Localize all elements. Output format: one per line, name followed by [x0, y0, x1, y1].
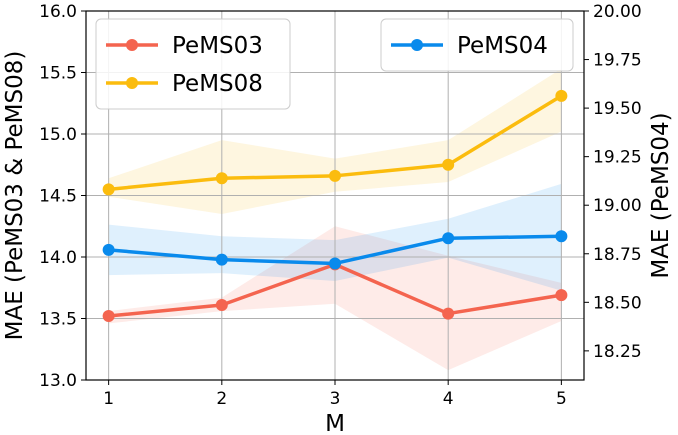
- point-pems08: [329, 169, 341, 182]
- legend-box-right: [380, 18, 574, 72]
- point-pems04: [102, 243, 115, 256]
- x-tick-label: 3: [330, 389, 341, 409]
- y-right-axis-title: MAE (PeMS04): [648, 112, 674, 278]
- series-lines: [102, 89, 568, 323]
- point-pems04: [329, 257, 341, 270]
- y-left-tick-label: 16.0: [39, 2, 77, 22]
- point-pems04: [215, 253, 228, 266]
- point-pems03: [555, 289, 568, 302]
- legend-marker-pems04: [411, 39, 423, 51]
- legend-marker-pems03: [126, 39, 138, 51]
- y-right-tick-label: 20.00: [593, 2, 642, 22]
- y-right-tick-label: 18.25: [593, 342, 642, 362]
- legend-label-pems08: PeMS08: [172, 71, 263, 97]
- y-right-tick-label: 19.50: [593, 99, 642, 119]
- point-pems08: [102, 183, 115, 196]
- y-left-tick-label: 14.0: [39, 248, 77, 268]
- y-left-tick-label: 15.5: [39, 64, 77, 84]
- x-tick-label: 2: [216, 389, 227, 409]
- y-right-tick-label: 19.00: [593, 196, 642, 216]
- x-axis-title: M: [325, 411, 345, 435]
- point-pems08: [215, 172, 228, 185]
- legend-box-left: [95, 18, 291, 110]
- y-right-tick-label: 19.25: [593, 148, 642, 168]
- y-left-tick-label: 15.0: [39, 125, 77, 145]
- y-left-axis-title: MAE (PeMS03 & PeMS08): [2, 51, 28, 341]
- point-pems04: [442, 232, 455, 245]
- legend-marker-pems08: [126, 77, 138, 89]
- y-left-tick-label: 14.5: [39, 187, 77, 207]
- x-tick-label: 5: [556, 389, 567, 409]
- y-left-tick-label: 13.5: [39, 310, 77, 330]
- point-pems03: [442, 307, 455, 320]
- y-left-tick-label: 13.0: [39, 371, 77, 391]
- x-tick-label: 4: [443, 389, 454, 409]
- y-right-tick-label: 19.75: [593, 51, 642, 71]
- legend: PeMS03 PeMS08 PeMS04: [95, 18, 574, 110]
- point-pems08: [555, 89, 568, 102]
- point-pems03: [102, 310, 115, 323]
- point-pems03: [215, 298, 228, 311]
- legend-label-pems04: PeMS04: [457, 33, 548, 59]
- legend-label-pems03: PeMS03: [172, 33, 263, 59]
- y-right-tick-label: 18.50: [593, 293, 642, 313]
- point-pems08: [442, 158, 455, 171]
- y-right-tick-label: 18.75: [593, 245, 642, 265]
- x-tick-label: 1: [103, 389, 114, 409]
- point-pems04: [555, 230, 568, 243]
